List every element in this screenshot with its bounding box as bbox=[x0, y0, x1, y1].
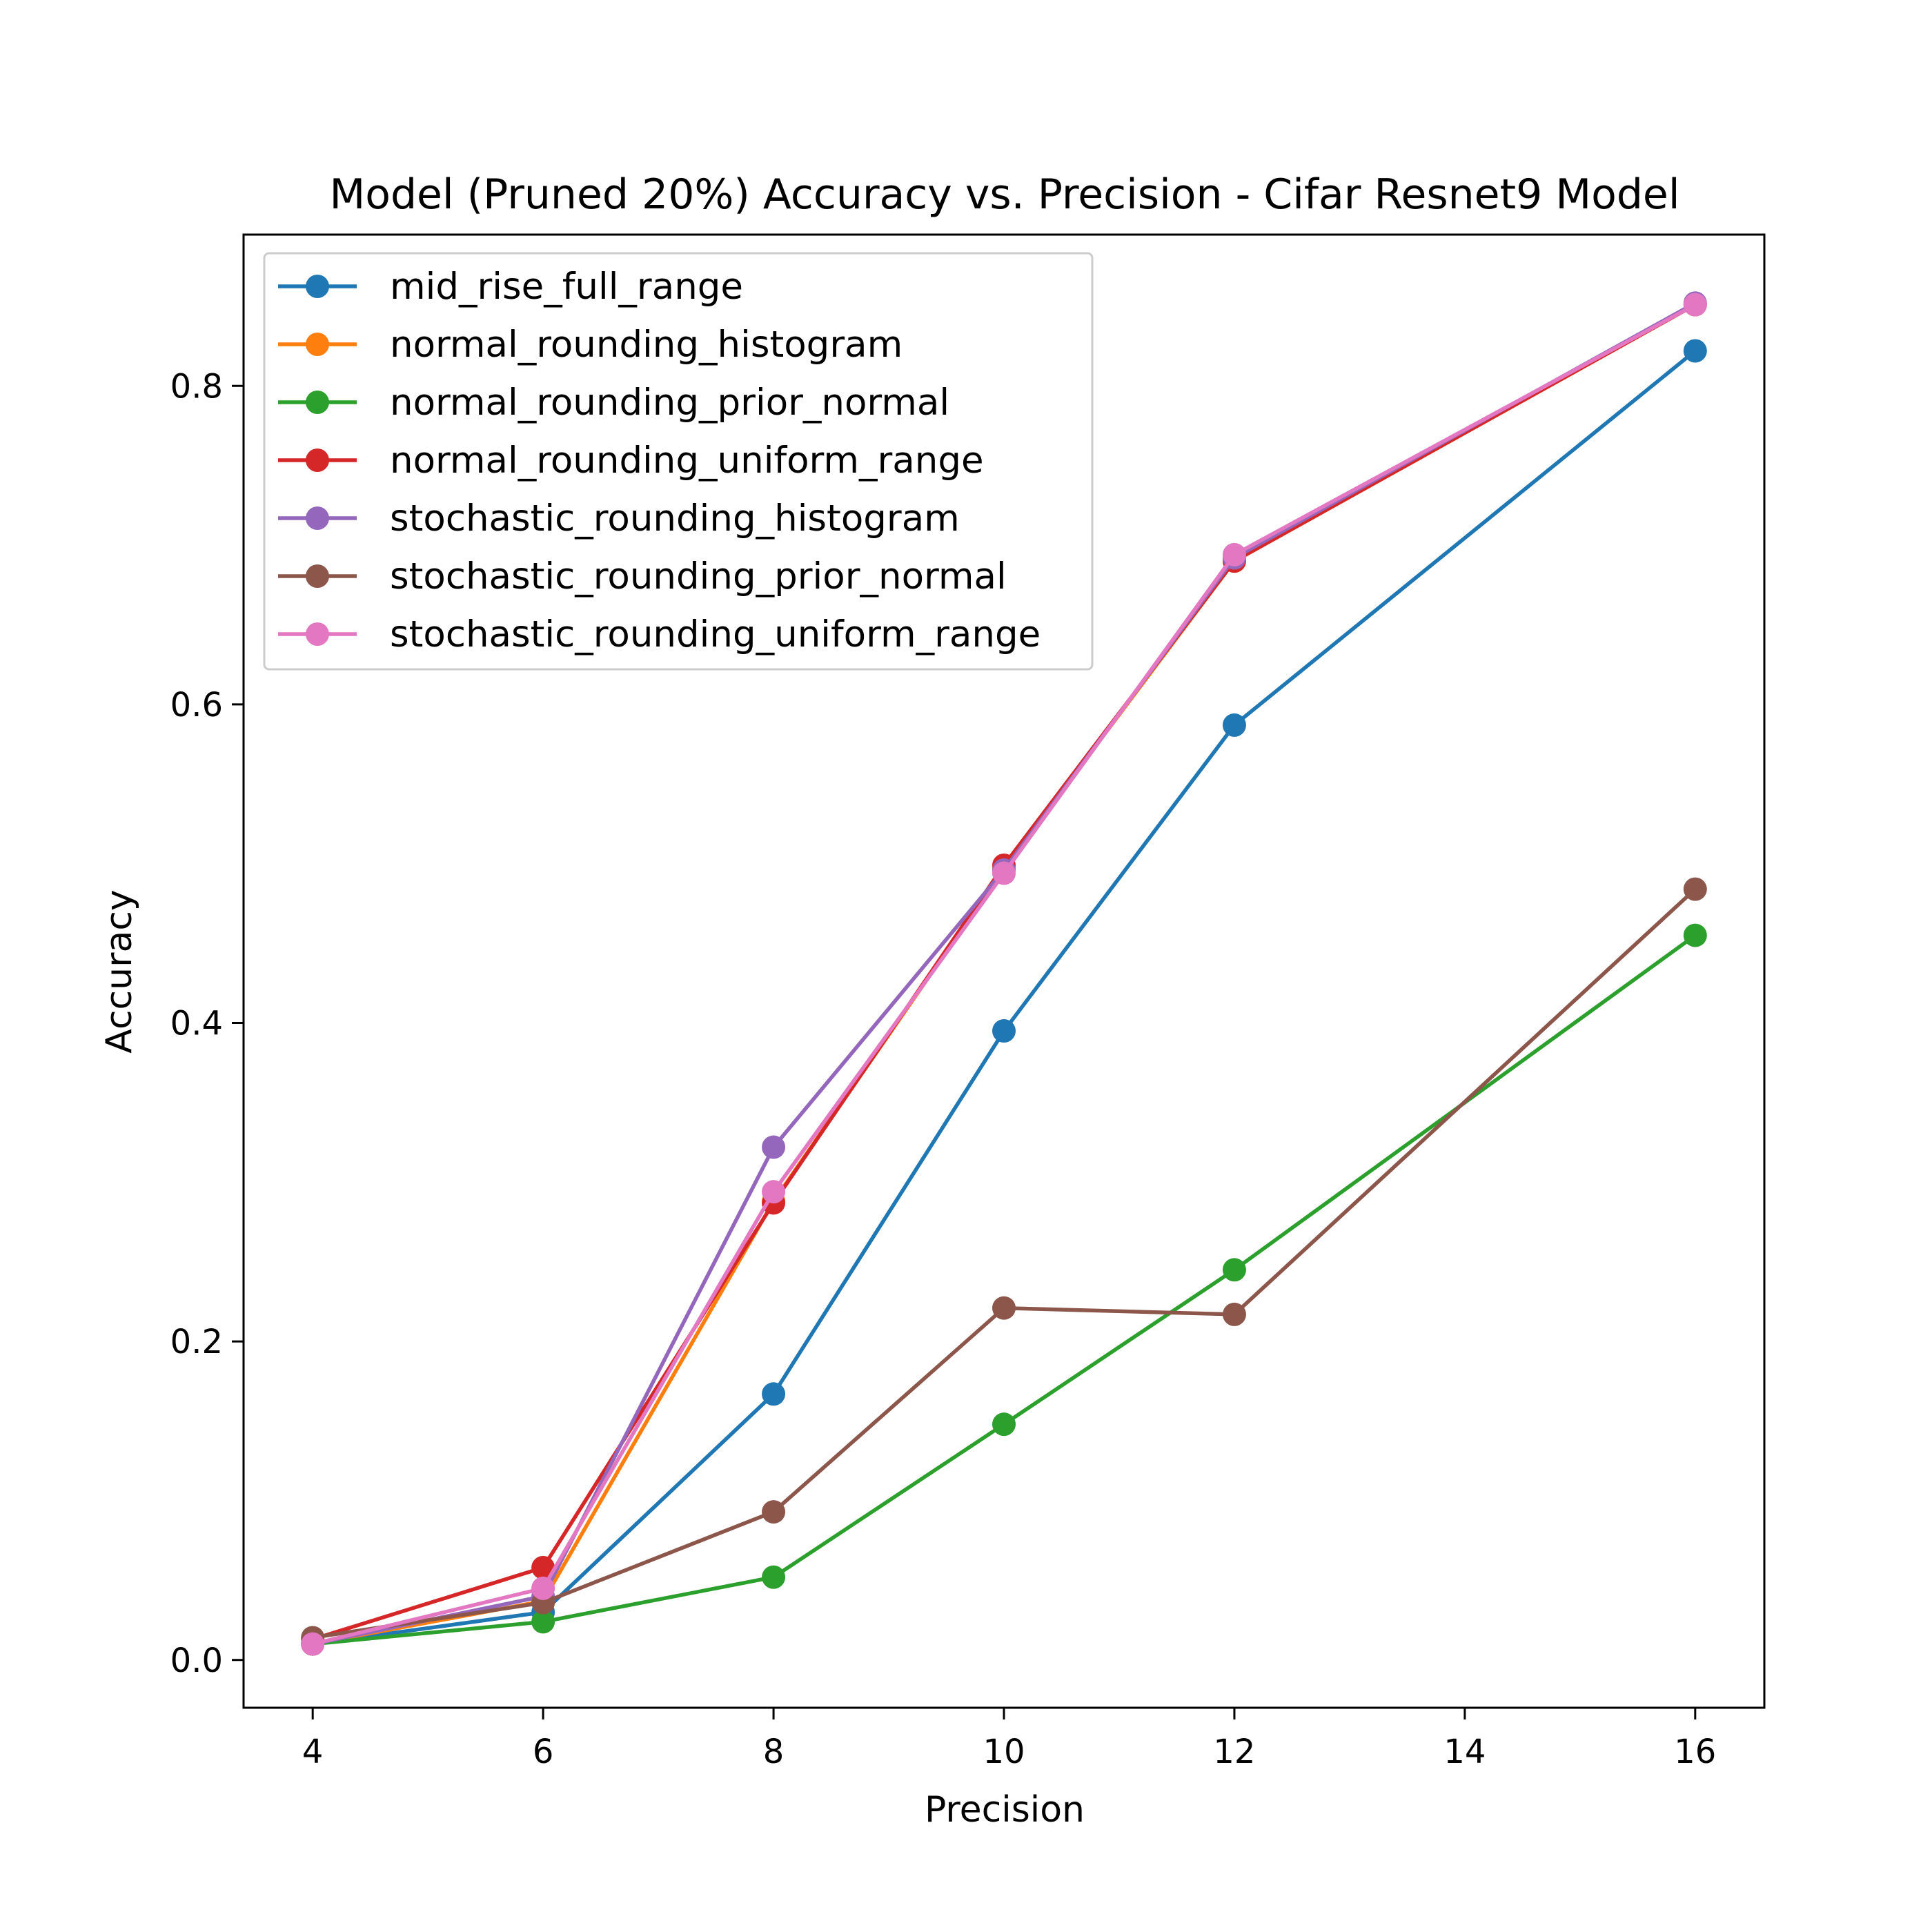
series-line bbox=[310, 932, 1698, 1646]
data-point bbox=[1222, 1258, 1246, 1282]
legend-label: stochastic_rounding_histogram bbox=[390, 497, 960, 540]
x-tick-label: 6 bbox=[533, 1733, 554, 1771]
data-point bbox=[1222, 542, 1246, 566]
y-tick-label: 0.4 bbox=[170, 1005, 223, 1043]
data-point bbox=[762, 1135, 786, 1159]
legend-label: normal_rounding_histogram bbox=[390, 324, 903, 366]
series-stochastic_rounding_uniform_range bbox=[301, 293, 1707, 1656]
data-point bbox=[762, 1382, 786, 1406]
legend-marker bbox=[306, 622, 329, 646]
y-tick-label: 0.0 bbox=[170, 1642, 223, 1680]
legend-marker bbox=[306, 391, 329, 414]
data-point bbox=[992, 1019, 1016, 1043]
data-point bbox=[762, 1180, 786, 1204]
legend-marker bbox=[306, 564, 329, 588]
series-line bbox=[310, 300, 1698, 1646]
series-stochastic_rounding_prior_normal bbox=[301, 877, 1707, 1650]
x-tick-label: 8 bbox=[763, 1733, 785, 1771]
chart-title: Model (Pruned 20%) Accuracy vs. Precisio… bbox=[329, 170, 1679, 219]
axis-ticks: 4 6 8 10 12 14 16 0.0 0.2 0.4 0.6 0.8 bbox=[170, 367, 1717, 1771]
legend-marker bbox=[306, 448, 329, 472]
x-tick-label: 16 bbox=[1674, 1733, 1716, 1771]
data-point bbox=[1683, 339, 1707, 363]
legend: mid_rise_full_range normal_rounding_histo… bbox=[263, 252, 1094, 671]
data-point bbox=[531, 1555, 555, 1579]
x-tick-label: 4 bbox=[302, 1733, 324, 1771]
y-tick-label: 0.8 bbox=[170, 367, 223, 406]
series-line bbox=[310, 348, 1698, 1646]
legend-label: normal_rounding_uniform_range bbox=[390, 440, 984, 482]
data-point bbox=[531, 1576, 555, 1600]
data-point bbox=[1683, 923, 1707, 947]
data-point bbox=[1222, 713, 1246, 737]
legend-label: normal_rounding_prior_normal bbox=[390, 382, 949, 424]
x-tick-label: 14 bbox=[1443, 1733, 1486, 1771]
data-point bbox=[992, 1296, 1016, 1320]
legend-marker bbox=[306, 275, 329, 298]
series-line bbox=[310, 302, 1698, 1647]
legend-label: stochastic_rounding_uniform_range bbox=[390, 613, 1041, 656]
x-tick-label: 12 bbox=[1213, 1733, 1255, 1771]
data-point bbox=[1683, 293, 1707, 317]
data-point bbox=[1683, 877, 1707, 901]
data-point bbox=[992, 861, 1016, 885]
series-lines bbox=[301, 291, 1707, 1656]
data-point bbox=[1222, 1302, 1246, 1326]
legend-label: mid_rise_full_range bbox=[390, 266, 743, 308]
data-point bbox=[992, 1412, 1016, 1437]
y-axis-label: Accuracy bbox=[99, 889, 140, 1053]
legend-label: stochastic_rounding_prior_normal bbox=[390, 555, 1007, 598]
legend-marker bbox=[306, 506, 329, 530]
legend-marker bbox=[306, 333, 329, 356]
legend-box bbox=[263, 252, 1094, 671]
series-line bbox=[310, 886, 1698, 1640]
y-tick-label: 0.6 bbox=[170, 686, 223, 724]
x-tick-label: 10 bbox=[983, 1733, 1025, 1771]
data-point bbox=[762, 1565, 786, 1589]
data-point bbox=[301, 1632, 325, 1656]
y-tick-label: 0.2 bbox=[170, 1323, 223, 1361]
x-axis-label: Precision bbox=[925, 1789, 1085, 1831]
data-point bbox=[762, 1500, 786, 1524]
plot-area-frame bbox=[242, 233, 1766, 1709]
data-point bbox=[531, 1610, 555, 1634]
